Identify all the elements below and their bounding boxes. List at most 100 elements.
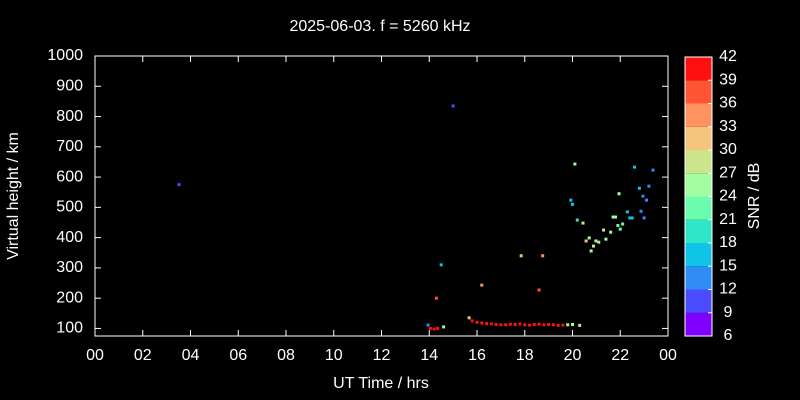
x-axis-label: UT Time / hrs: [333, 375, 429, 392]
x-tick-label: 10: [325, 347, 343, 364]
colorbar-tick-label: 9: [724, 304, 733, 321]
point: [547, 322, 551, 326]
point: [467, 316, 471, 320]
chart-title: 2025-06-03. f = 5260 kHz: [289, 18, 470, 35]
point: [513, 322, 517, 326]
y-tick-label: 500: [56, 199, 83, 216]
point: [537, 322, 541, 326]
point: [475, 320, 479, 324]
point: [434, 296, 438, 300]
point: [609, 230, 613, 234]
x-tick-label: 04: [182, 347, 200, 364]
point: [504, 323, 508, 327]
colorbar-swatch: [685, 126, 712, 150]
colorbar-tick-label: 15: [719, 257, 737, 274]
y-tick-label: 400: [56, 229, 83, 246]
point: [426, 323, 430, 327]
point: [439, 263, 443, 267]
colorbar-tick-label: 24: [719, 188, 737, 205]
point: [523, 323, 527, 327]
colorbar-tick-label: 30: [719, 141, 737, 158]
point: [633, 165, 637, 169]
x-tick-label: 00: [659, 347, 677, 364]
x-tick-label: 00: [86, 347, 104, 364]
colorbar-tick-label: 39: [719, 71, 737, 88]
x-tick-label: 12: [373, 347, 391, 364]
colorbar-swatch: [685, 266, 712, 290]
x-tick-label: 22: [611, 347, 629, 364]
point: [561, 323, 565, 327]
colorbar-label: SNR / dB: [746, 163, 763, 230]
point: [532, 322, 536, 326]
colorbar-tick-label: 36: [719, 95, 737, 112]
y-tick-label: 200: [56, 289, 83, 306]
y-tick-label: 300: [56, 259, 83, 276]
x-tick-label: 16: [468, 347, 486, 364]
point: [592, 244, 596, 248]
point: [604, 237, 608, 241]
y-tick-label: 100: [56, 320, 83, 337]
point: [625, 210, 629, 214]
y-tick-label: 1000: [47, 47, 83, 64]
point: [639, 209, 643, 213]
point: [617, 192, 621, 196]
colorbar-tick-label: 6: [724, 327, 733, 344]
point: [541, 254, 545, 258]
point: [628, 216, 632, 220]
colorbar-tick-label: 33: [719, 118, 737, 135]
point: [645, 198, 649, 202]
point: [597, 240, 601, 244]
x-tick-label: 02: [134, 347, 152, 364]
point: [451, 104, 455, 108]
colorbar-tick-label: 27: [719, 164, 737, 181]
point: [602, 228, 606, 232]
point: [485, 322, 489, 326]
colorbar-swatch: [685, 196, 712, 220]
point: [566, 323, 570, 327]
point: [551, 323, 555, 327]
point: [537, 288, 541, 292]
point: [584, 239, 588, 243]
point: [618, 227, 622, 231]
point: [518, 322, 522, 326]
point: [528, 323, 532, 327]
y-tick-label: 700: [56, 138, 83, 155]
point: [542, 323, 546, 327]
point: [637, 186, 641, 190]
colorbar-swatch: [685, 103, 712, 127]
point: [594, 239, 598, 243]
point: [436, 326, 440, 330]
point: [630, 216, 634, 220]
colorbar-swatch: [685, 150, 712, 174]
point: [571, 202, 574, 206]
x-tick-label: 06: [229, 347, 247, 364]
colorbar-swatch: [685, 173, 712, 197]
point: [489, 322, 493, 326]
point: [480, 283, 484, 287]
x-tick-label: 14: [420, 347, 438, 364]
point: [642, 216, 646, 220]
point: [611, 215, 615, 219]
colorbar-swatch: [685, 57, 712, 81]
point: [578, 323, 582, 327]
point: [647, 184, 651, 188]
point: [613, 215, 617, 219]
point: [442, 325, 446, 329]
colorbar-swatch: [685, 219, 712, 243]
point: [556, 323, 560, 327]
point: [575, 218, 579, 222]
point: [589, 249, 593, 253]
colorbar-swatch: [685, 80, 712, 104]
point: [581, 221, 585, 225]
point: [519, 254, 523, 258]
colorbar-swatch: [685, 243, 712, 267]
point: [573, 162, 577, 166]
y-tick-label: 800: [56, 108, 83, 125]
colorbar-swatch: [685, 312, 712, 336]
x-tick-label: 08: [277, 347, 295, 364]
point: [470, 319, 474, 323]
point: [480, 321, 484, 325]
y-tick-label: 900: [56, 77, 83, 94]
